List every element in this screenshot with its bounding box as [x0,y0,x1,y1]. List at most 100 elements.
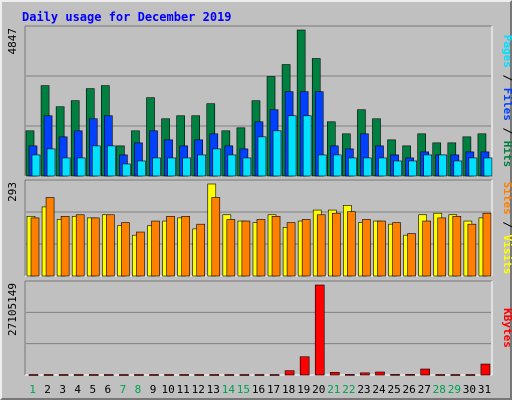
x-tick-label-day-3: 3 [59,383,66,396]
legend-entry-visits: Visits [501,235,512,275]
x-tick-label-day-6: 6 [105,383,112,396]
plot-area-3 [25,281,492,375]
bar-kbytes-day-2 [43,374,54,376]
bar-pages-day-10 [167,157,176,177]
bar-sites-day-20 [316,214,326,277]
x-tick-label-day-30: 30 [463,383,476,396]
bar-sites-day-4 [75,214,85,277]
bar-pages-day-18 [287,115,297,177]
bar-sites-day-1 [30,217,40,277]
bar-kbytes-day-26 [405,374,415,376]
bar-pages-day-25 [393,160,402,177]
legend-separator: / [501,121,512,141]
bar-kbytes-day-29 [450,374,461,376]
bar-kbytes-day-21 [329,372,340,376]
bar-sites-day-12 [196,223,206,277]
x-tick-label-day-31: 31 [478,383,491,396]
bar-pages-day-27 [423,154,432,177]
bar-pages-day-3 [61,157,71,177]
bar-kbytes-day-27 [420,368,430,376]
bar-kbytes-day-11 [179,374,189,376]
chart-title: Daily usage for December 2019 [22,10,232,24]
bar-pages-day-1 [31,154,41,177]
bar-pages-day-13 [212,148,222,177]
bar-sites-day-29 [452,216,462,277]
legend-entry-files: Files [501,88,512,121]
x-tick-label-day-29: 29 [448,383,461,396]
bar-kbytes-day-10 [164,374,174,376]
bar-sites-day-25 [392,222,401,277]
x-tick-label-day-11: 11 [177,383,190,396]
bar-sites-day-21 [331,212,341,277]
bar-kbytes-day-19 [299,356,310,376]
x-tick-label-day-17: 17 [267,383,280,396]
x-tick-label-day-1: 1 [29,383,36,396]
legend-entry-pages: Pages [501,35,512,68]
ymax-label-kbytes: 27105149 [6,283,19,336]
x-tick-label-day-18: 18 [282,383,295,396]
x-tick-label-day-24: 24 [372,383,386,396]
bar-sites-day-30 [467,223,477,277]
bar-pages-day-5 [91,145,101,177]
bar-pages-day-29 [453,160,463,177]
bar-pages-day-19 [302,115,312,177]
bar-sites-day-17 [271,216,281,277]
bar-pages-day-23 [363,157,372,177]
bar-sites-day-7 [121,222,130,277]
bar-kbytes-day-24 [375,371,385,376]
bar-pages-day-15 [242,157,252,177]
bar-sites-day-9 [151,220,160,277]
bar-kbytes-day-9 [149,374,159,376]
bar-pages-day-9 [152,157,161,177]
x-tick-label-day-10: 10 [161,383,174,396]
bar-pages-day-31 [483,157,493,177]
legend-kbytes: KBytes [501,308,512,348]
bar-pages-day-21 [332,154,342,177]
bar-sites-day-15 [241,220,251,277]
ymax-label-hits: 4847 [6,28,19,55]
bar-kbytes-day-23 [360,372,370,376]
bar-sites-day-18 [286,222,296,277]
bar-kbytes-day-30 [465,374,476,376]
bar-sites-day-28 [437,217,447,277]
legend-entry-hits: Hits [501,141,512,168]
bar-kbytes-day-20 [314,284,325,376]
x-tick-label-day-8: 8 [135,383,142,396]
bar-kbytes-day-31 [480,363,491,376]
bar-sites-day-8 [136,231,145,277]
bar-kbytes-day-16 [254,374,265,376]
bar-sites-day-16 [256,219,266,277]
x-tick-label-day-19: 19 [297,383,310,396]
bar-pages-day-11 [182,157,191,177]
bar-sites-day-3 [60,216,70,277]
bar-pages-day-12 [197,154,207,177]
bar-pages-day-6 [107,145,116,177]
bar-pages-day-16 [257,136,267,177]
bar-sites-day-31 [482,212,492,277]
legend-sites-visits: Sites / Visits [501,182,512,275]
bar-pages-day-17 [272,130,282,177]
x-tick-label-day-20: 20 [312,383,325,396]
bar-kbytes-day-4 [73,374,84,376]
bar-kbytes-day-1 [28,374,39,376]
bar-sites-day-26 [407,233,416,277]
bar-pages-day-7 [122,163,131,177]
bar-kbytes-day-6 [104,374,114,376]
bar-pages-day-22 [348,157,357,177]
bar-sites-day-19 [301,219,311,277]
x-tick-label-day-2: 2 [44,383,51,396]
x-tick-label-day-12: 12 [192,383,205,396]
bar-kbytes-day-25 [390,374,400,376]
bar-kbytes-day-13 [209,374,220,376]
bar-pages-day-2 [46,148,56,177]
bar-pages-day-8 [137,160,146,177]
bar-sites-day-22 [347,211,356,277]
bar-kbytes-day-5 [88,374,99,376]
bar-sites-day-6 [106,214,115,277]
legend-entry-kbytes: KBytes [501,308,512,348]
bar-kbytes-day-14 [224,374,235,376]
bar-kbytes-day-28 [435,374,446,376]
legend-separator: / [501,215,512,235]
x-tick-label-day-13: 13 [207,383,220,396]
